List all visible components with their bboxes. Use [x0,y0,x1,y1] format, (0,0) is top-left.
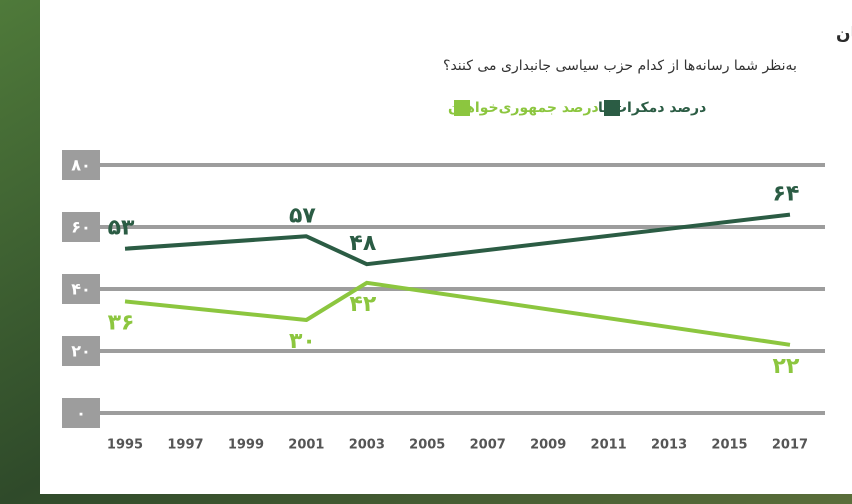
x-tick-label: 2015 [711,438,747,453]
x-tick-label: 2011 [591,438,627,453]
x-tick-label: 1995 [107,438,143,453]
y-tick-label: ۶۰ [71,218,91,237]
data-label: ۵۳ [108,216,135,241]
y-tick-label: ۲۰ [71,342,91,361]
x-tick-label: 2003 [349,438,385,453]
x-tick-label: 1997 [167,438,203,453]
x-tick-label: 2013 [651,438,687,453]
data-label: ۳۶ [108,310,135,335]
x-tick-label: 1999 [228,438,264,453]
data-label: ۴۸ [349,231,376,256]
data-label: ۲۲ [773,354,800,379]
x-tick-label: 2001 [288,438,324,453]
legend-label: درصد دمکرات‌ها [598,100,706,116]
x-tick-label: 2005 [409,438,445,453]
legend-label: درصد جمهوری‌خواهان [448,100,599,116]
chart-title: بیشتر آمریکایی‌ها اعتقاد دارند رسانه‌ها … [836,22,852,44]
y-tick-label: ۰ [76,404,86,423]
data-label: ۳۰ [289,329,316,354]
x-tick-label: 2017 [772,438,808,453]
data-label: ۶۴ [773,182,800,207]
data-label: ۴۲ [349,292,376,317]
data-label: ۵۷ [289,203,316,228]
chart-subtitle: به‌نظر شما رسانه‌ها از کدام حزب سیاسی جا… [443,58,797,74]
chart: بیشتر آمریکایی‌ها اعتقاد دارند رسانه‌ها … [0,0,852,504]
x-tick-label: 2009 [530,438,566,453]
y-tick-label: ۴۰ [71,280,91,299]
y-tick-label: ۸۰ [71,156,91,175]
x-tick-label: 2007 [470,438,506,453]
